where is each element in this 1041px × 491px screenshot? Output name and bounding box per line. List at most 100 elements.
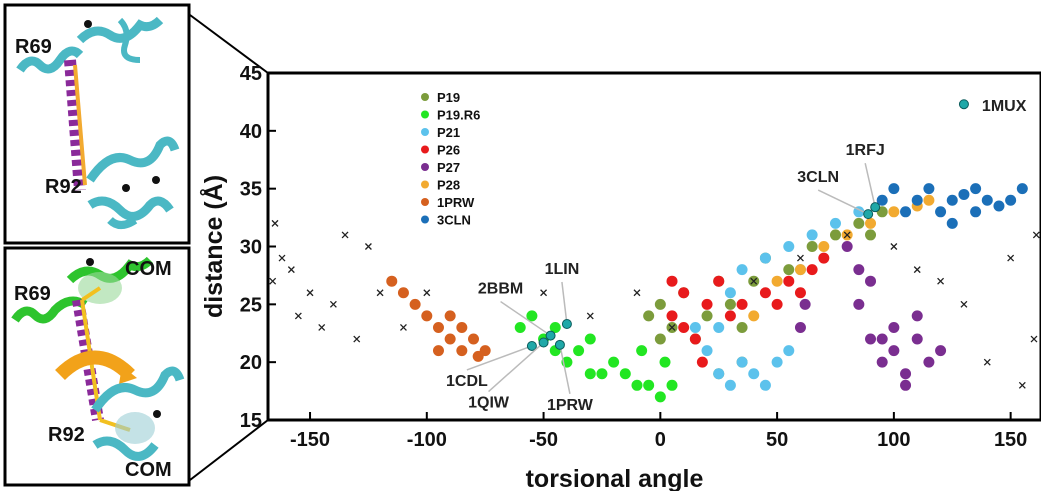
data-point — [865, 275, 877, 287]
data-point — [888, 345, 900, 357]
data-point — [923, 194, 935, 206]
plot-area — [266, 71, 1041, 422]
data-point — [865, 217, 877, 229]
annotation-label: 3CLN — [797, 169, 839, 186]
data-point — [666, 310, 678, 322]
x-tick-label: 0 — [655, 429, 666, 451]
x-tick-label: 100 — [877, 429, 910, 451]
data-point — [713, 275, 725, 287]
data-point — [526, 310, 538, 322]
data-point — [659, 356, 671, 368]
data-point — [386, 275, 398, 287]
data-point — [678, 321, 690, 333]
data-point — [294, 312, 302, 320]
data-point — [701, 310, 713, 322]
data-point — [608, 356, 620, 368]
y-axis-label: distance (Å) — [199, 175, 228, 318]
data-point — [423, 289, 431, 297]
y-tick-label: 15 — [240, 410, 262, 432]
data-point — [584, 368, 596, 380]
data-point — [636, 345, 648, 357]
legend-label: P28 — [437, 178, 460, 193]
data-point — [876, 194, 888, 206]
annotation-arrow — [864, 163, 876, 208]
legend-marker — [421, 215, 429, 224]
data-point — [993, 200, 1005, 212]
x-tick-label: -150 — [290, 429, 330, 451]
data-point — [960, 300, 968, 308]
legend-marker — [421, 128, 429, 136]
legend-marker — [421, 110, 429, 119]
annotation-label: 1RFJ — [846, 142, 885, 159]
data-point — [573, 345, 585, 357]
x-tick-label: 50 — [766, 429, 788, 451]
data-point — [771, 275, 783, 287]
data-point — [759, 252, 771, 264]
legend-label: P19 — [437, 90, 460, 105]
data-point — [689, 321, 701, 333]
data-point — [549, 321, 561, 333]
annotation-arrow — [559, 344, 571, 394]
data-point — [596, 368, 608, 380]
data-point — [911, 310, 923, 322]
x-tick-label: -100 — [407, 429, 447, 451]
data-point — [643, 310, 655, 322]
data-point — [514, 321, 526, 333]
data-point — [666, 379, 678, 391]
data-point — [759, 379, 771, 391]
data-point — [633, 289, 641, 297]
data-point — [796, 254, 804, 262]
y-tick-label: 30 — [240, 237, 262, 259]
y-tick-label: 40 — [240, 121, 262, 143]
data-point — [654, 391, 666, 403]
data-point — [468, 333, 480, 345]
data-point — [584, 333, 596, 345]
legend-label: P27 — [437, 160, 460, 175]
residue-label: R69 — [15, 36, 52, 58]
legend-label: 3CLN — [437, 213, 471, 228]
data-point — [970, 206, 982, 218]
annotation-arrow — [488, 341, 545, 393]
annotated-structure — [538, 337, 549, 348]
data-point — [888, 183, 900, 195]
legend-label: P19.R6 — [437, 108, 480, 123]
data-point — [724, 287, 736, 299]
data-point — [937, 277, 945, 285]
annotation-label: 1QIW — [468, 395, 510, 412]
data-point — [1030, 335, 1038, 343]
x-tick-label: 150 — [994, 429, 1027, 451]
data-point — [540, 289, 548, 297]
data-point — [841, 241, 853, 252]
annotation-label: 1MUX — [982, 98, 1027, 115]
data-point — [935, 206, 947, 218]
data-point — [783, 264, 795, 276]
data-point — [724, 379, 736, 391]
data-point — [806, 241, 818, 252]
data-point — [736, 321, 748, 333]
data-point — [771, 298, 783, 310]
data-point — [913, 266, 921, 274]
annotation-label: 1CDL — [446, 373, 488, 390]
data-point — [287, 266, 295, 274]
data-point — [983, 358, 991, 366]
data-point — [724, 310, 736, 322]
data-point — [829, 229, 841, 241]
x-axis-label: torsional angle — [526, 465, 704, 491]
residue-label: R92 — [48, 424, 85, 446]
data-point — [911, 194, 923, 206]
data-point — [794, 287, 806, 299]
data-point — [278, 254, 286, 262]
data-point — [829, 217, 841, 229]
data-point — [806, 229, 818, 241]
data-point — [900, 206, 912, 218]
data-point — [794, 321, 806, 333]
data-point — [444, 310, 456, 322]
data-point — [970, 183, 982, 195]
data-point — [748, 368, 760, 380]
annotation-label: 1LIN — [545, 261, 580, 278]
data-point — [888, 321, 900, 333]
data-point — [853, 217, 865, 229]
data-point — [668, 324, 676, 331]
data-point — [472, 350, 484, 362]
com-label: COM — [125, 459, 172, 481]
